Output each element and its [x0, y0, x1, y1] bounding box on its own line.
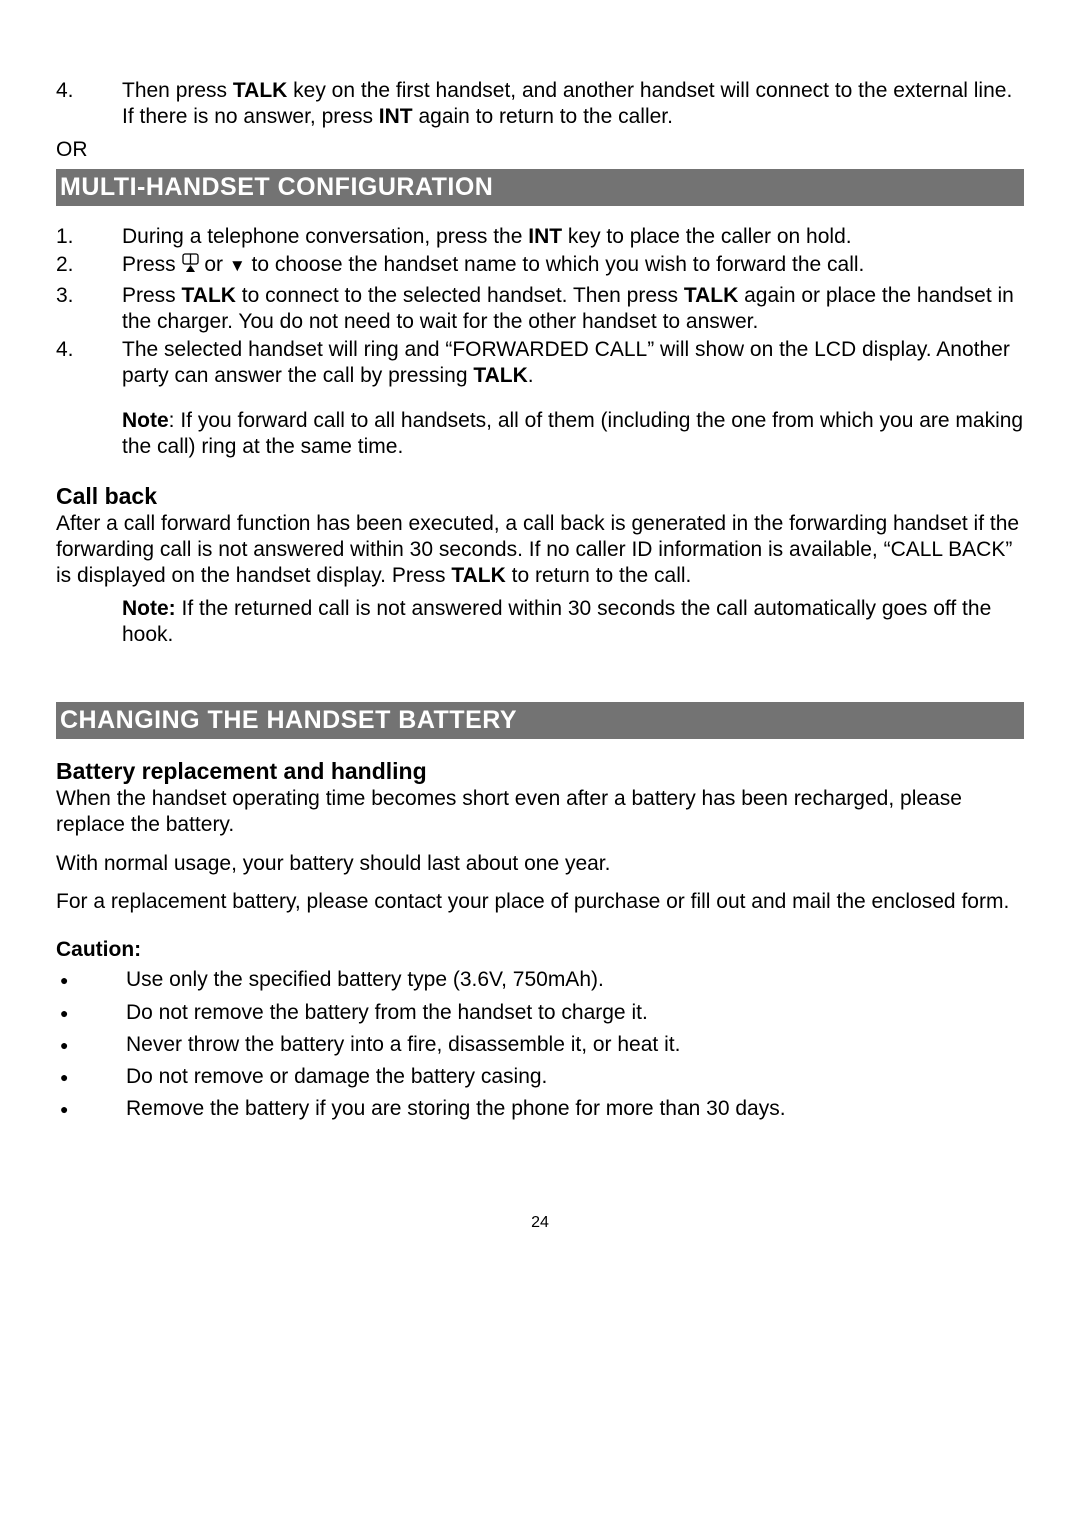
- section-header-battery: CHANGING THE HANDSET BATTERY: [56, 702, 1024, 739]
- list-item: ●Do not remove or damage the battery cas…: [56, 1064, 1024, 1090]
- note-forward-all: Note: If you forward call to all handset…: [122, 408, 1024, 461]
- note-callback: Note: If the returned call is not answer…: [122, 596, 1024, 649]
- bullet-icon: ●: [56, 1032, 126, 1058]
- list-item: ●Never throw the battery into a fire, di…: [56, 1032, 1024, 1058]
- battery-p3: For a replacement battery, please contac…: [56, 889, 1024, 915]
- battery-p1: When the handset operating time becomes …: [56, 786, 1024, 839]
- step-number: 3.: [56, 283, 122, 336]
- list-item: 1. During a telephone conversation, pres…: [56, 224, 1024, 250]
- bullet-icon: ●: [56, 1064, 126, 1090]
- list-item: 4. Then press TALK key on the first hand…: [56, 78, 1024, 131]
- list-item: 2. Press or ▼ to choose the handset name…: [56, 252, 1024, 280]
- step-number: 1.: [56, 224, 122, 250]
- step-number: 4.: [56, 78, 122, 131]
- step-text: The selected handset will ring and “FORW…: [122, 337, 1024, 390]
- list-item: ●Use only the specified battery type (3.…: [56, 967, 1024, 993]
- step-number: 2.: [56, 252, 122, 280]
- callback-body: After a call forward function has been e…: [56, 511, 1024, 590]
- list-item: ●Remove the battery if you are storing t…: [56, 1096, 1024, 1122]
- list-item: ●Do not remove the battery from the hand…: [56, 1000, 1024, 1026]
- page-number: 24: [56, 1213, 1024, 1233]
- step-text: Press TALK to connect to the selected ha…: [122, 283, 1024, 336]
- step-text: During a telephone conversation, press t…: [122, 224, 1024, 250]
- subheading-caution: Caution:: [56, 937, 1024, 963]
- step-number: 4.: [56, 337, 122, 390]
- section-header-multi: MULTI-HANDSET CONFIGURATION: [56, 169, 1024, 206]
- caution-list: ●Use only the specified battery type (3.…: [56, 967, 1024, 1122]
- multi-steps-list: 1. During a telephone conversation, pres…: [56, 224, 1024, 390]
- step-text: Then press TALK key on the first handset…: [122, 78, 1024, 131]
- bullet-icon: ●: [56, 1000, 126, 1026]
- down-arrow-icon: ▼: [229, 256, 246, 275]
- list-item: 4. The selected handset will ring and “F…: [56, 337, 1024, 390]
- bullet-icon: ●: [56, 967, 126, 993]
- phonebook-up-icon: [182, 253, 199, 280]
- subheading-callback: Call back: [56, 482, 1024, 511]
- top-step-list: 4. Then press TALK key on the first hand…: [56, 78, 1024, 131]
- battery-p2: With normal usage, your battery should l…: [56, 851, 1024, 877]
- list-item: 3. Press TALK to connect to the selected…: [56, 283, 1024, 336]
- subheading-battery: Battery replacement and handling: [56, 757, 1024, 786]
- or-label: OR: [56, 137, 1024, 163]
- step-text: Press or ▼ to choose the handset name to…: [122, 252, 1024, 280]
- bullet-icon: ●: [56, 1096, 126, 1122]
